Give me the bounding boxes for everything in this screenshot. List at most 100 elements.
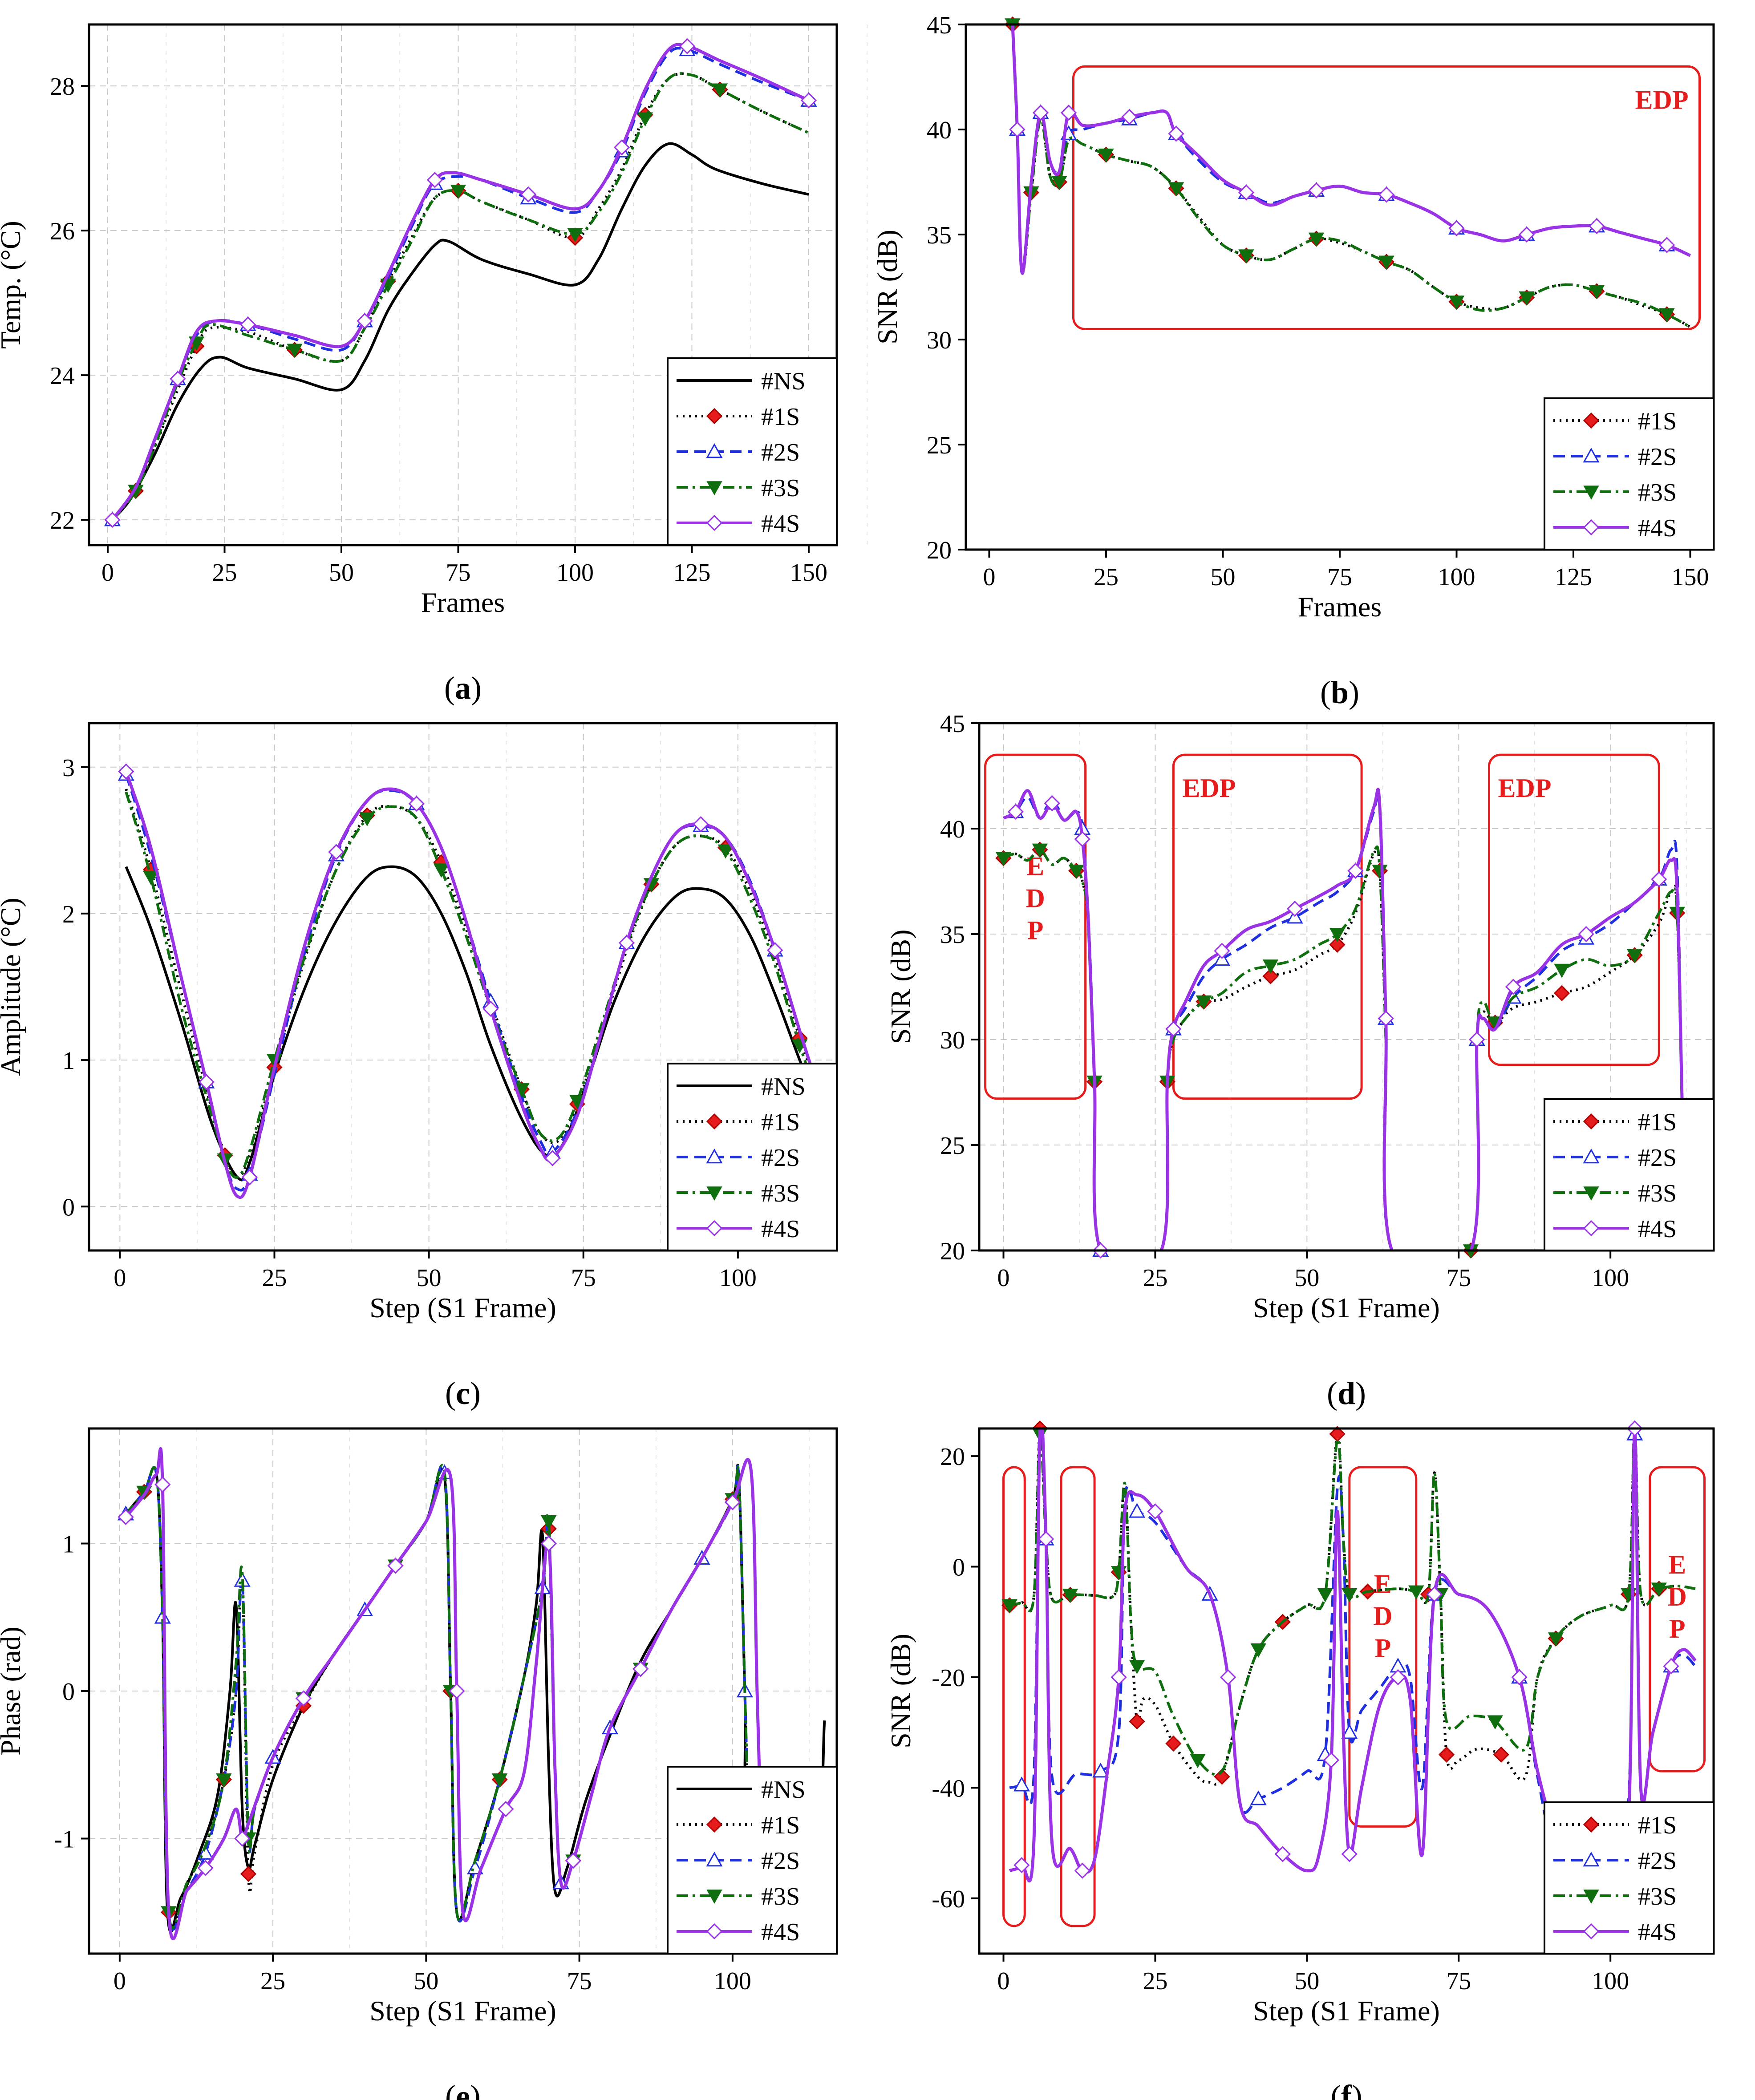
series-line-3s: [125, 1464, 753, 1930]
legend-label: #1S: [761, 403, 800, 431]
legend-label: #1S: [1638, 408, 1677, 435]
y-tick-label: 0: [62, 1678, 75, 1706]
data-point-1s: [1214, 1768, 1230, 1785]
series-line-4s: [1002, 788, 1691, 1250]
data-point-3s: [717, 844, 734, 859]
data-point-4s: [154, 1476, 171, 1493]
data-point-3s: [1250, 1643, 1266, 1658]
y-axis-label: SNR (dB): [885, 930, 916, 1044]
series-line-3s: [111, 72, 810, 521]
plot-area-frame: [88, 722, 838, 1252]
data-point-4s: [1341, 1846, 1358, 1862]
data-point-4s: [118, 763, 134, 780]
series-line-4s: [124, 1447, 765, 1940]
data-point-4s: [1044, 795, 1060, 812]
data-point-3s: [143, 870, 159, 885]
data-point-3s: [1627, 949, 1643, 963]
legend-frame: [1544, 1098, 1714, 1251]
data-point-3s: [1659, 308, 1675, 323]
data-point-1s: [1165, 1735, 1182, 1752]
chart-panel-b: EDP 0 25 50 75 100 125 150 20 25 30 35 40 45 Frames SNR…: [871, 12, 1715, 710]
legend: #NS #1S #2S #3S #4S: [667, 357, 838, 546]
legend: #NS #1S #2S #3S #4S: [667, 1063, 838, 1251]
y-tick-label: -1: [54, 1825, 75, 1853]
y-tick-label: -20: [932, 1664, 965, 1692]
data-point-4s: [1448, 220, 1465, 236]
data-point-3s: [637, 112, 653, 127]
y-tick-label: 20: [940, 1238, 965, 1265]
data-point-4s: [104, 512, 121, 528]
y-tick-label: 1: [62, 1047, 75, 1075]
data-point-4s: [482, 1000, 499, 1017]
x-tick-label: 100: [556, 559, 594, 587]
y-tick-label: 40: [927, 117, 952, 144]
x-axis-label: Step (S1 Frame): [369, 1292, 556, 1323]
data-point-3s: [712, 83, 728, 98]
plot-area-frame: [978, 722, 1715, 1252]
x-axis-label: Step (S1 Frame): [369, 1995, 556, 2027]
data-point-1s: [1129, 1713, 1145, 1730]
data-point-4s: [1147, 1503, 1163, 1520]
data-point-4s: [1308, 182, 1325, 199]
data-point-4s: [408, 795, 425, 812]
x-tick-label: 100: [1592, 1264, 1629, 1292]
data-point-4s: [1220, 1669, 1236, 1686]
x-tick-label: 75: [571, 1264, 596, 1292]
x-axis-label: Frames: [421, 587, 505, 618]
data-point-4s: [357, 313, 373, 329]
chart-panel-e: 0 25 50 75 100 -1 0 1 Step (S1 Frame) Phase (rad)…: [0, 1427, 838, 2100]
data-point-4s: [613, 139, 630, 156]
legend-frame: [1544, 1801, 1714, 1954]
x-tick-label: 0: [997, 1264, 1010, 1292]
series-line-2s: [1011, 24, 1691, 275]
data-point-3s: [1342, 1588, 1358, 1602]
legend-marker: [1583, 1186, 1599, 1201]
y-tick-label: 3: [62, 754, 75, 782]
data-point-4s: [1511, 1669, 1528, 1686]
legend-marker: [1583, 1148, 1600, 1164]
data-point-4s: [234, 1830, 251, 1847]
data-point-3s: [1098, 148, 1114, 163]
x-tick-label: 0: [101, 559, 114, 587]
series-line-3s: [1011, 24, 1691, 328]
x-tick-label: 75: [1446, 1967, 1471, 1995]
data-point-4s: [1060, 105, 1077, 121]
legend-label: #3S: [1638, 1883, 1677, 1910]
x-axis-label: Frames: [1298, 591, 1382, 623]
data-point-1s: [1438, 1746, 1455, 1763]
data-point-1s: [1493, 1746, 1509, 1763]
data-point-4s: [1214, 943, 1230, 959]
y-tick-label: 1: [62, 1531, 75, 1558]
legend-label: #3S: [761, 474, 800, 502]
x-tick-label: 75: [446, 559, 471, 587]
series-line-1s: [125, 1464, 753, 1930]
data-point-4s: [239, 316, 256, 333]
legend-label: #4S: [1638, 1918, 1677, 1946]
data-point-3s: [359, 812, 375, 827]
data-point-4s: [1165, 1021, 1182, 1037]
data-point-4s: [1009, 121, 1025, 138]
x-tick-label: 100: [719, 1264, 757, 1292]
data-point-4s: [449, 1683, 465, 1699]
data-point-3s: [1554, 963, 1570, 978]
legend-marker: [706, 1816, 723, 1833]
legend-marker: [1583, 412, 1600, 429]
data-point-3s: [1262, 959, 1279, 974]
legend-marker: [1583, 486, 1599, 500]
legend-label: #4S: [761, 1215, 800, 1243]
data-point-3s: [491, 1773, 508, 1788]
legend-marker: [706, 408, 723, 425]
legend-label: #4S: [1638, 1215, 1677, 1243]
data-point-4s: [1505, 979, 1522, 995]
edp-label: EDP: [1498, 773, 1551, 803]
y-axis-label: Temp. (°C): [0, 221, 26, 349]
legend-marker: [706, 443, 723, 458]
panel-caption: (d): [1327, 1376, 1366, 1411]
chart-panel-c: 0 25 50 75 100 0 1 2 3 Step (S1 Frame) Amplitude (…: [0, 722, 838, 1411]
data-point-2s: [1250, 1790, 1267, 1805]
data-point-3s: [1068, 865, 1084, 879]
series-line-2s: [125, 1464, 753, 1931]
